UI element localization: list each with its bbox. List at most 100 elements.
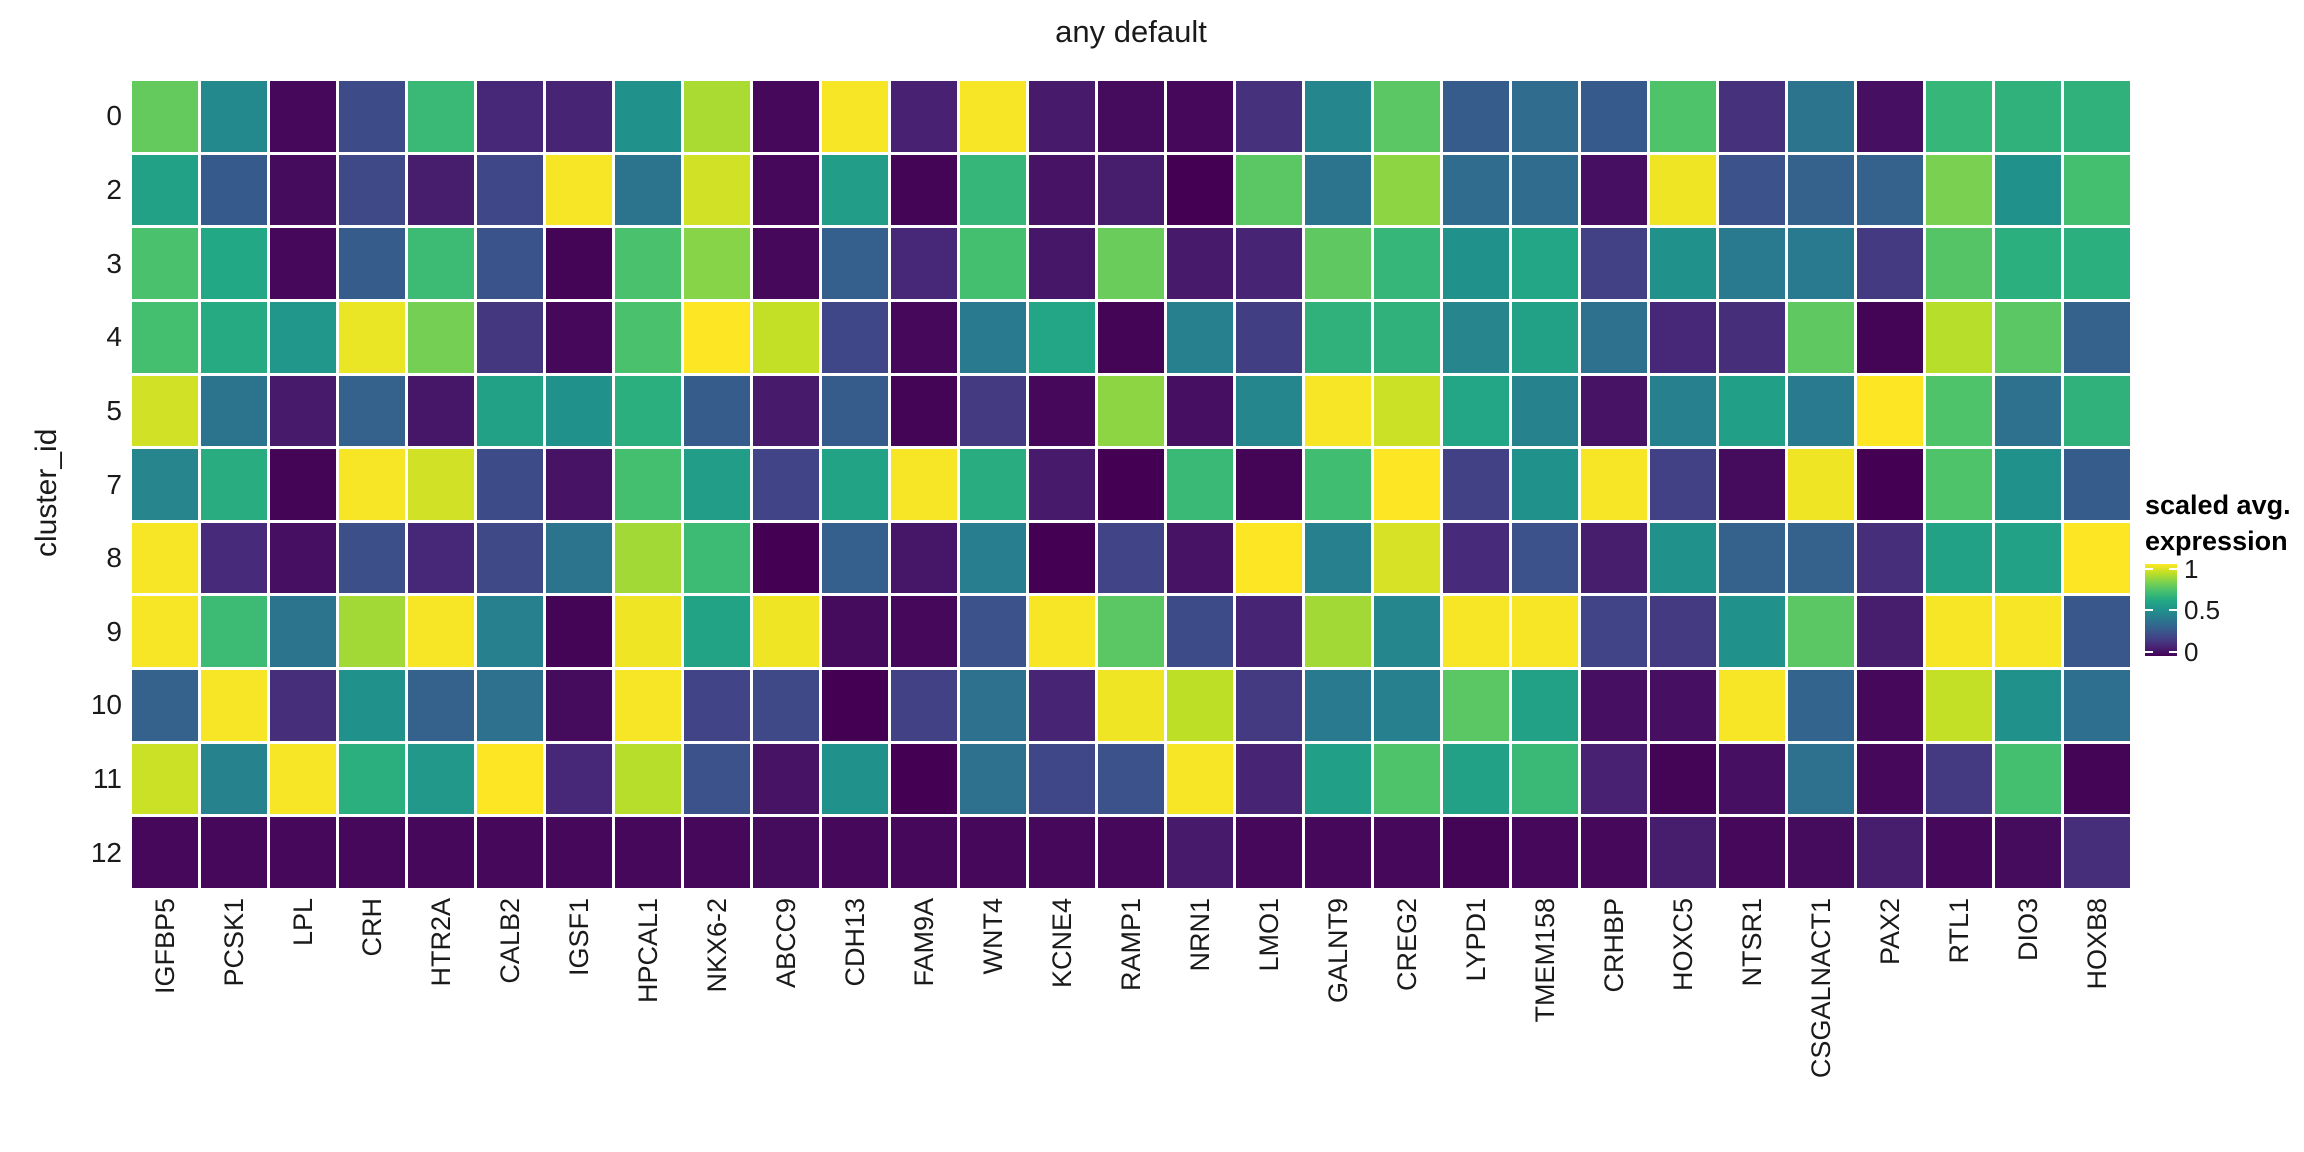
heatmap-cell bbox=[1512, 154, 1578, 226]
heatmap-cell bbox=[891, 522, 957, 594]
heatmap-cell bbox=[1236, 743, 1302, 815]
heatmap-cell bbox=[1236, 670, 1302, 741]
heatmap-cell bbox=[1581, 670, 1647, 741]
heatmap-cell bbox=[1788, 817, 1854, 888]
y-axis-tick-label: 2 bbox=[106, 173, 122, 205]
heatmap-cell bbox=[132, 817, 198, 888]
heatmap-cell bbox=[546, 81, 612, 152]
heatmap-cell bbox=[615, 301, 681, 373]
heatmap-cell bbox=[1443, 449, 1509, 520]
x-axis-label: NRN1 bbox=[1185, 898, 1215, 972]
legend-tick-mark bbox=[2145, 609, 2153, 611]
y-axis-tick-label: 10 bbox=[90, 689, 122, 721]
heatmap-cell bbox=[1029, 817, 1095, 888]
x-axis-label: RAMP1 bbox=[1116, 898, 1146, 992]
heatmap-cell bbox=[1581, 743, 1647, 815]
heatmap-cell bbox=[132, 375, 198, 447]
x-axis-label: CRH bbox=[357, 898, 387, 957]
heatmap-cell bbox=[546, 743, 612, 815]
heatmap-cell bbox=[891, 81, 957, 152]
heatmap-cell bbox=[753, 449, 819, 520]
heatmap-cell bbox=[1098, 154, 1164, 226]
heatmap-cell bbox=[1236, 817, 1302, 888]
heatmap-cell bbox=[201, 449, 267, 520]
heatmap-cell bbox=[1650, 154, 1716, 226]
heatmap-cell bbox=[960, 596, 1026, 668]
heatmap-cell bbox=[1719, 596, 1785, 668]
heatmap-cell bbox=[477, 81, 543, 152]
heatmap-cell bbox=[1581, 596, 1647, 668]
heatmap-cell bbox=[1236, 81, 1302, 152]
heatmap-cell bbox=[1788, 154, 1854, 226]
heatmap-cell bbox=[1374, 154, 1440, 226]
heatmap-cell bbox=[1857, 449, 1923, 520]
heatmap-cell bbox=[477, 228, 543, 299]
heatmap-cell bbox=[1857, 743, 1923, 815]
heatmap-cell bbox=[1236, 154, 1302, 226]
heatmap-cell bbox=[546, 449, 612, 520]
x-axis-label: NTSR1 bbox=[1737, 898, 1767, 987]
heatmap-cell bbox=[1374, 743, 1440, 815]
heatmap-cell bbox=[822, 817, 888, 888]
x-axis-label: HTR2A bbox=[426, 898, 456, 987]
heatmap-cell bbox=[822, 522, 888, 594]
heatmap-cell bbox=[1581, 301, 1647, 373]
heatmap-cell bbox=[1719, 154, 1785, 226]
heatmap-cell bbox=[1995, 522, 2061, 594]
x-axis-label: HOXB8 bbox=[2082, 898, 2112, 990]
heatmap-cell bbox=[753, 228, 819, 299]
x-axis-label: PAX2 bbox=[1875, 898, 1905, 966]
x-axis-label: CDH13 bbox=[840, 898, 870, 987]
heatmap-cell bbox=[891, 449, 957, 520]
heatmap-cell bbox=[1581, 228, 1647, 299]
heatmap-cell bbox=[753, 522, 819, 594]
heatmap-cell bbox=[546, 301, 612, 373]
heatmap-cell bbox=[477, 817, 543, 888]
heatmap-cell bbox=[1788, 375, 1854, 447]
heatmap-cell bbox=[615, 596, 681, 668]
legend-title-line2: expression bbox=[2145, 526, 2288, 556]
heatmap-cell bbox=[1443, 81, 1509, 152]
x-axis-label: LMO1 bbox=[1254, 898, 1284, 972]
heatmap-cell bbox=[1719, 81, 1785, 152]
heatmap-cell bbox=[960, 228, 1026, 299]
heatmap-cell bbox=[1167, 154, 1233, 226]
heatmap-cell bbox=[1098, 817, 1164, 888]
x-axis-label: CALB2 bbox=[495, 898, 525, 984]
heatmap-cell bbox=[1098, 670, 1164, 741]
heatmap-cell bbox=[1788, 743, 1854, 815]
heatmap-cell bbox=[1857, 154, 1923, 226]
heatmap-cell bbox=[1167, 301, 1233, 373]
heatmap-cell bbox=[1443, 817, 1509, 888]
heatmap-cell bbox=[339, 154, 405, 226]
heatmap-cell bbox=[1719, 228, 1785, 299]
heatmap-cell bbox=[1098, 596, 1164, 668]
x-axis-label: HPCAL1 bbox=[633, 898, 663, 1004]
heatmap-cell bbox=[2064, 743, 2130, 815]
heatmap-cell bbox=[1857, 375, 1923, 447]
heatmap-cell bbox=[339, 817, 405, 888]
heatmap-cell bbox=[1236, 449, 1302, 520]
legend-title-line1: scaled avg. bbox=[2145, 490, 2291, 520]
heatmap-cell bbox=[477, 743, 543, 815]
heatmap-cell bbox=[1029, 449, 1095, 520]
heatmap-cell bbox=[339, 449, 405, 520]
heatmap-cell bbox=[1305, 228, 1371, 299]
heatmap-cell bbox=[408, 670, 474, 741]
heatmap-cell bbox=[1443, 670, 1509, 741]
heatmap-cell bbox=[1926, 375, 1992, 447]
heatmap-cell bbox=[546, 596, 612, 668]
heatmap-cell bbox=[1098, 449, 1164, 520]
chart-title: any default bbox=[1055, 14, 1207, 49]
heatmap-cell bbox=[1167, 817, 1233, 888]
heatmap-cell bbox=[1512, 522, 1578, 594]
heatmap-cell bbox=[270, 817, 336, 888]
heatmap-cell bbox=[1512, 449, 1578, 520]
heatmap-cell bbox=[822, 301, 888, 373]
x-axis-label: FAM9A bbox=[909, 898, 939, 987]
heatmap-cell bbox=[1167, 81, 1233, 152]
heatmap-cell bbox=[1167, 228, 1233, 299]
heatmap-cell bbox=[1719, 817, 1785, 888]
heatmap-cell bbox=[1512, 670, 1578, 741]
heatmap-cell bbox=[1443, 301, 1509, 373]
